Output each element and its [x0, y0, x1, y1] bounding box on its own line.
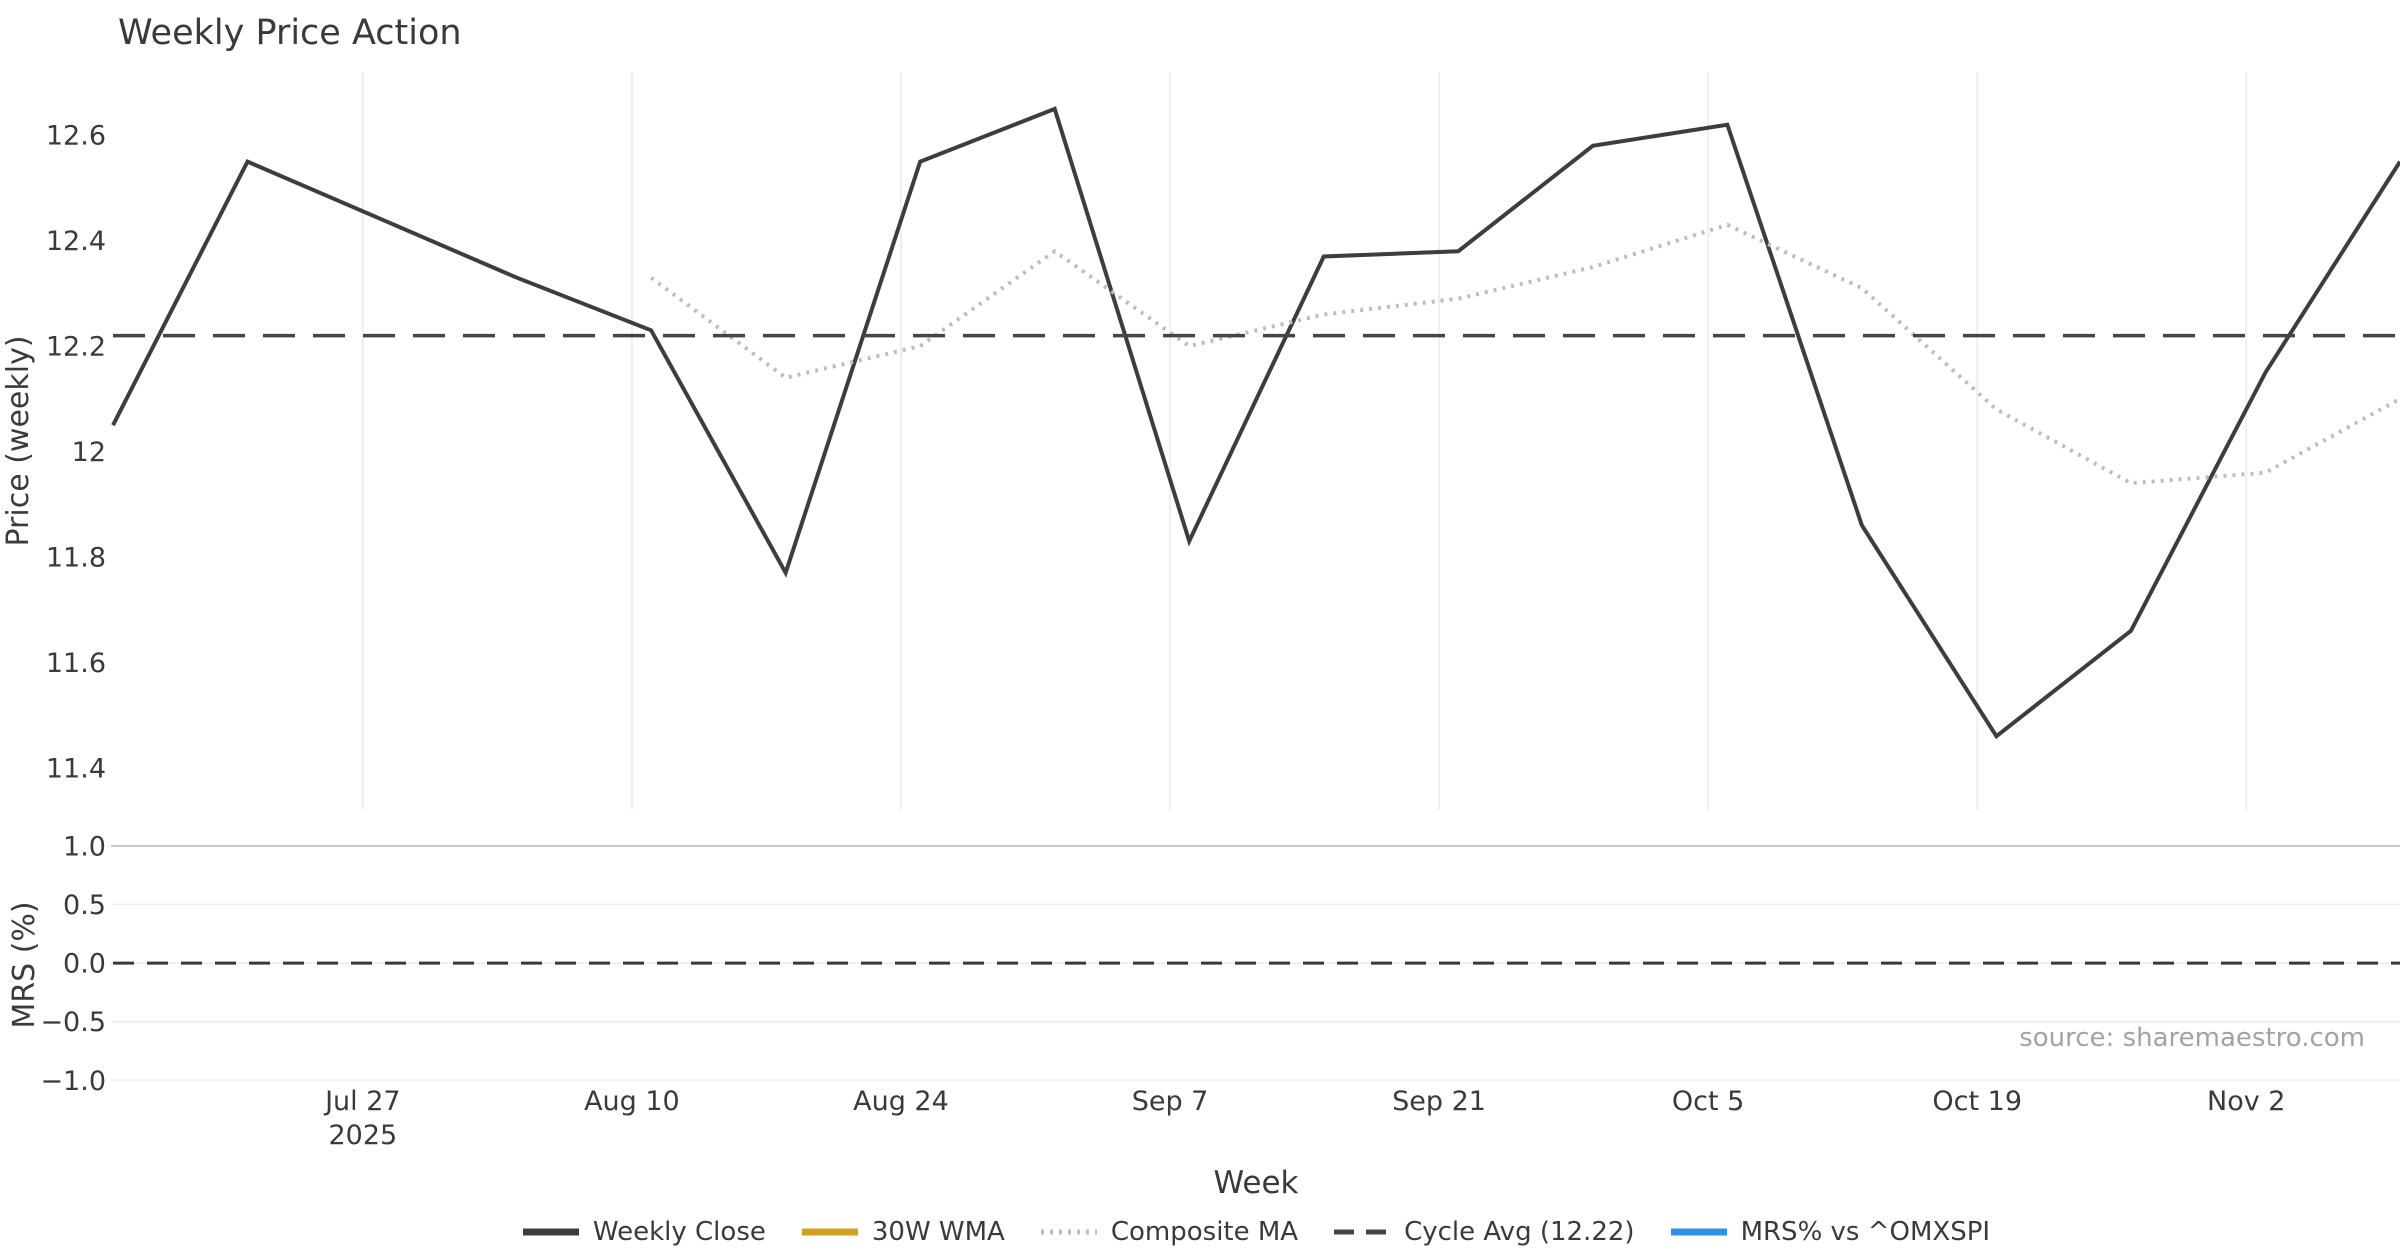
x-tick: Aug 10 — [584, 1086, 680, 1117]
composite-ma-line — [649, 222, 2400, 486]
x-tick: Oct 19 — [1932, 1086, 2022, 1117]
legend-item-cycle-avg: Cycle Avg (12.22) — [1334, 1217, 1635, 1247]
series-lines — [111, 106, 2400, 965]
wma-line-swatch — [801, 1228, 858, 1236]
chart-title: Weekly Price Action — [118, 13, 462, 53]
mrs-y-tick: −0.5 — [40, 1007, 106, 1038]
legend-item-weekly-close: Weekly Close — [522, 1217, 766, 1247]
x-tick: Nov 2 — [2207, 1086, 2285, 1117]
legend-label: MRS% vs ^OMXSPI — [1740, 1217, 1991, 1247]
x-tick: Oct 5 — [1672, 1086, 1744, 1117]
legend-item-composite-ma: Composite MA — [1040, 1217, 1299, 1247]
weekly-close-line — [111, 106, 2400, 740]
x-axis-label: Week — [1214, 1165, 1299, 1201]
x-tick: Sep 21 — [1392, 1086, 1486, 1117]
price-y-tick: 12.6 — [46, 121, 106, 152]
price-y-tick: 11.4 — [46, 753, 106, 784]
price-y-axis-label: Price (weekly) — [1, 335, 36, 546]
price-y-tick: 11.6 — [46, 648, 106, 679]
x-tick: 2025 — [328, 1120, 397, 1151]
mrs-y-axis-label: MRS (%) — [7, 901, 42, 1028]
source-note: source: sharemaestro.com — [2019, 1023, 2365, 1053]
mrs-y-tick: 0.0 — [63, 949, 106, 980]
x-tick: Sep 7 — [1132, 1086, 1209, 1117]
mrs-y-tick: 1.0 — [63, 831, 106, 862]
x-tick: Jul 27 — [323, 1086, 401, 1117]
price-y-tick: 11.8 — [46, 542, 106, 573]
legend: Weekly Close 30W WMA Composite MA Cycle … — [113, 1212, 2400, 1252]
price-y-tick: 12.2 — [46, 332, 106, 363]
legend-item-30w-wma: 30W WMA — [801, 1217, 1005, 1247]
mrs-line-swatch — [1670, 1228, 1727, 1236]
mrs-y-tick: −1.0 — [40, 1066, 106, 1097]
x-tick: Aug 24 — [853, 1086, 949, 1117]
legend-label: Weekly Close — [592, 1217, 766, 1247]
tick-labels: 12.6 12.4 12.2 12 11.8 11.6 11.4 1.0 0.5 0.0 −0.5 −… — [40, 121, 2285, 1151]
composite-ma-line-swatch — [1040, 1229, 1097, 1235]
price-y-tick: 12.4 — [46, 226, 106, 257]
legend-item-mrs: MRS% vs ^OMXSPI — [1670, 1217, 1991, 1247]
legend-label: 30W WMA — [871, 1217, 1005, 1247]
legend-label: Cycle Avg (12.22) — [1404, 1217, 1635, 1247]
price-y-tick: 12 — [72, 437, 106, 468]
legend-label: Composite MA — [1110, 1217, 1299, 1247]
mrs-y-tick: 0.5 — [63, 890, 106, 921]
weekly-close-line-swatch — [522, 1228, 579, 1236]
gridlines — [111, 72, 2400, 1082]
cycle-avg-line-swatch — [1334, 1229, 1391, 1235]
